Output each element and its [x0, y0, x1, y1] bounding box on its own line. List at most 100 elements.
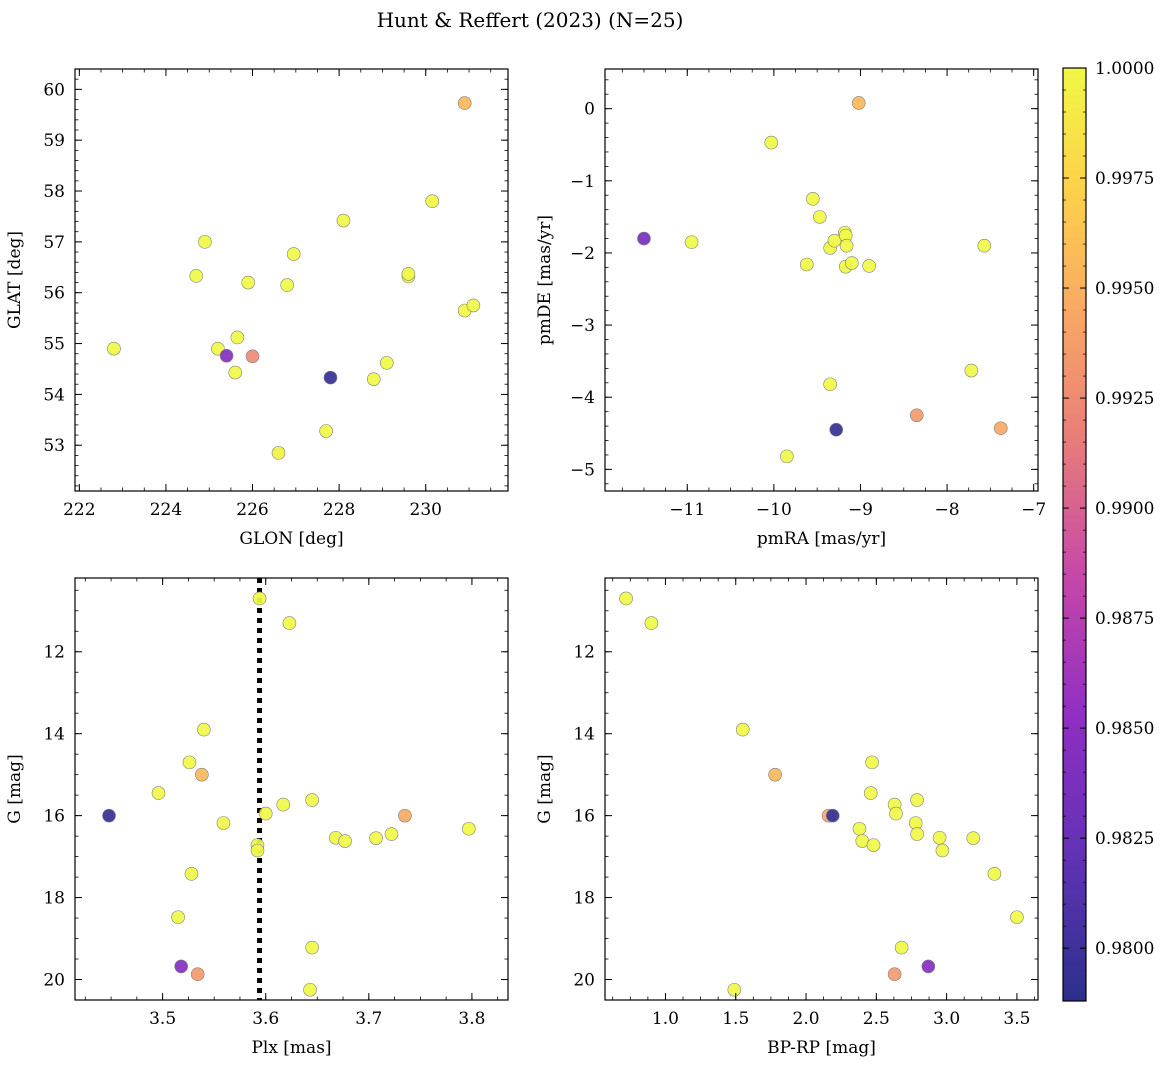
x-tick-label: 3.5: [149, 1009, 176, 1029]
y-tick-label: 14: [43, 725, 65, 745]
data-point: [851, 96, 866, 110]
data-point: [845, 256, 859, 270]
x-tick-label: 222: [63, 500, 95, 520]
data-point: [865, 755, 879, 770]
x-tick-label: 224: [150, 500, 182, 520]
colorbar-tick-label: 0.9850: [1095, 719, 1154, 739]
data-point: [644, 616, 659, 630]
data-point: [303, 982, 317, 997]
colorbar-tick-label: 0.9875: [1095, 609, 1154, 629]
y-tick-label: 56: [43, 284, 65, 304]
data-point: [735, 722, 750, 737]
x-tick-label: 1.0: [652, 1009, 679, 1029]
y-tick-label: 54: [43, 385, 65, 405]
figure-title: Hunt & Reffert (2023) (N=25): [377, 8, 684, 32]
y-tick-label: 57: [43, 233, 65, 253]
x-tick-label: −10: [756, 500, 792, 520]
y-tick-label: −5: [570, 460, 595, 480]
y-tick-label: −3: [570, 316, 595, 336]
colorbar-tick-label: 0.9825: [1095, 829, 1154, 849]
y-axis-label: pmDE [mas/yr]: [535, 215, 555, 345]
data-point: [932, 830, 947, 845]
data-point: [102, 808, 116, 823]
axes-frame: [604, 68, 1039, 492]
y-tick-label: 55: [43, 335, 65, 355]
data-point: [245, 349, 260, 364]
data-point: [887, 967, 902, 981]
data-point: [866, 838, 881, 852]
axes-frame: [74, 577, 509, 1001]
data-point: [829, 422, 844, 437]
data-point: [379, 356, 394, 370]
y-tick-label: 60: [43, 80, 65, 100]
data-point: [250, 843, 265, 858]
panel-glon-glat: 222 224 226 228 230 53 54 55 56 57 58 59 60 GLON [deg…: [5, 68, 509, 549]
x-tick-label: 226: [236, 500, 268, 520]
data-point: [230, 330, 245, 345]
colorbar-tick-label: 0.9975: [1095, 169, 1154, 189]
data-point: [107, 341, 121, 356]
panel-bprp-g: 1.0 1.5 2.0 2.5 3.0 3.5 12 14 16 18 20 BP-RP [mag] G…: [535, 577, 1039, 1058]
axes-frame: [604, 577, 1039, 1001]
data-point: [768, 767, 782, 782]
data-point: [894, 940, 909, 955]
data-point: [909, 408, 924, 423]
colorbar-gradient: [1063, 68, 1086, 1001]
data-point: [799, 257, 814, 272]
data-point: [184, 867, 199, 881]
data-point: [684, 235, 699, 249]
data-point: [286, 247, 301, 261]
data-point: [863, 786, 878, 800]
data-point: [806, 192, 820, 206]
y-tick-label: 14: [573, 725, 595, 745]
data-point: [252, 591, 267, 606]
data-point: [852, 821, 867, 836]
x-tick-label: −8: [935, 500, 960, 520]
y-tick-label: 18: [43, 889, 65, 909]
data-point: [305, 940, 319, 955]
scatter-panels: 222 224 226 228 230 53 54 55 56 57 58 59 60 GLON [deg…: [5, 68, 1046, 1058]
x-tick-label: 3.5: [1003, 1009, 1030, 1029]
colorbar-tick-label: 0.9925: [1095, 389, 1154, 409]
data-point: [935, 843, 950, 858]
data-point: [466, 298, 481, 313]
data-point: [384, 827, 399, 841]
data-point: [966, 831, 981, 845]
y-axis-label: G [mag]: [535, 754, 555, 823]
data-point: [839, 238, 854, 253]
colorbar-tick-label: 1.0000: [1095, 59, 1154, 79]
colorbar: 0.9800 0.9825 0.9850 0.9875 0.9900 0.9925 0.99…: [1062, 59, 1154, 1002]
x-axis-label: Plx [mas]: [251, 1038, 331, 1058]
y-tick-label: 58: [43, 182, 65, 202]
data-point: [619, 591, 633, 606]
data-point: [862, 259, 876, 273]
data-point: [171, 910, 185, 925]
x-tick-label: 2.0: [793, 1009, 820, 1029]
y-tick-label: 59: [43, 131, 65, 151]
y-tick-label: 53: [43, 436, 65, 456]
data-point: [174, 959, 188, 974]
data-point: [425, 194, 440, 208]
data-point: [190, 967, 205, 981]
x-axis-label: pmRA [mas/yr]: [757, 529, 886, 549]
data-point: [921, 959, 936, 974]
x-axis-label: BP-RP [mag]: [767, 1038, 876, 1058]
x-tick-label: 3.7: [355, 1009, 382, 1029]
data-point: [812, 210, 827, 224]
y-tick-label: 12: [573, 643, 595, 663]
data-point: [336, 213, 351, 228]
y-tick-label: −1: [570, 172, 595, 192]
data-point: [780, 449, 794, 464]
data-point: [1010, 910, 1024, 925]
data-point: [727, 982, 742, 997]
x-tick-label: −7: [1021, 500, 1046, 520]
data-point: [457, 96, 472, 110]
y-tick-label: 20: [573, 971, 595, 991]
x-tick-label: 2.5: [863, 1009, 890, 1029]
y-tick-label: 16: [573, 807, 595, 827]
y-tick-label: 18: [573, 889, 595, 909]
x-axis-label: GLON [deg]: [239, 529, 343, 549]
data-point: [151, 786, 166, 800]
y-tick-label: 16: [43, 807, 65, 827]
colorbar-tick-label: 0.9900: [1095, 499, 1154, 519]
